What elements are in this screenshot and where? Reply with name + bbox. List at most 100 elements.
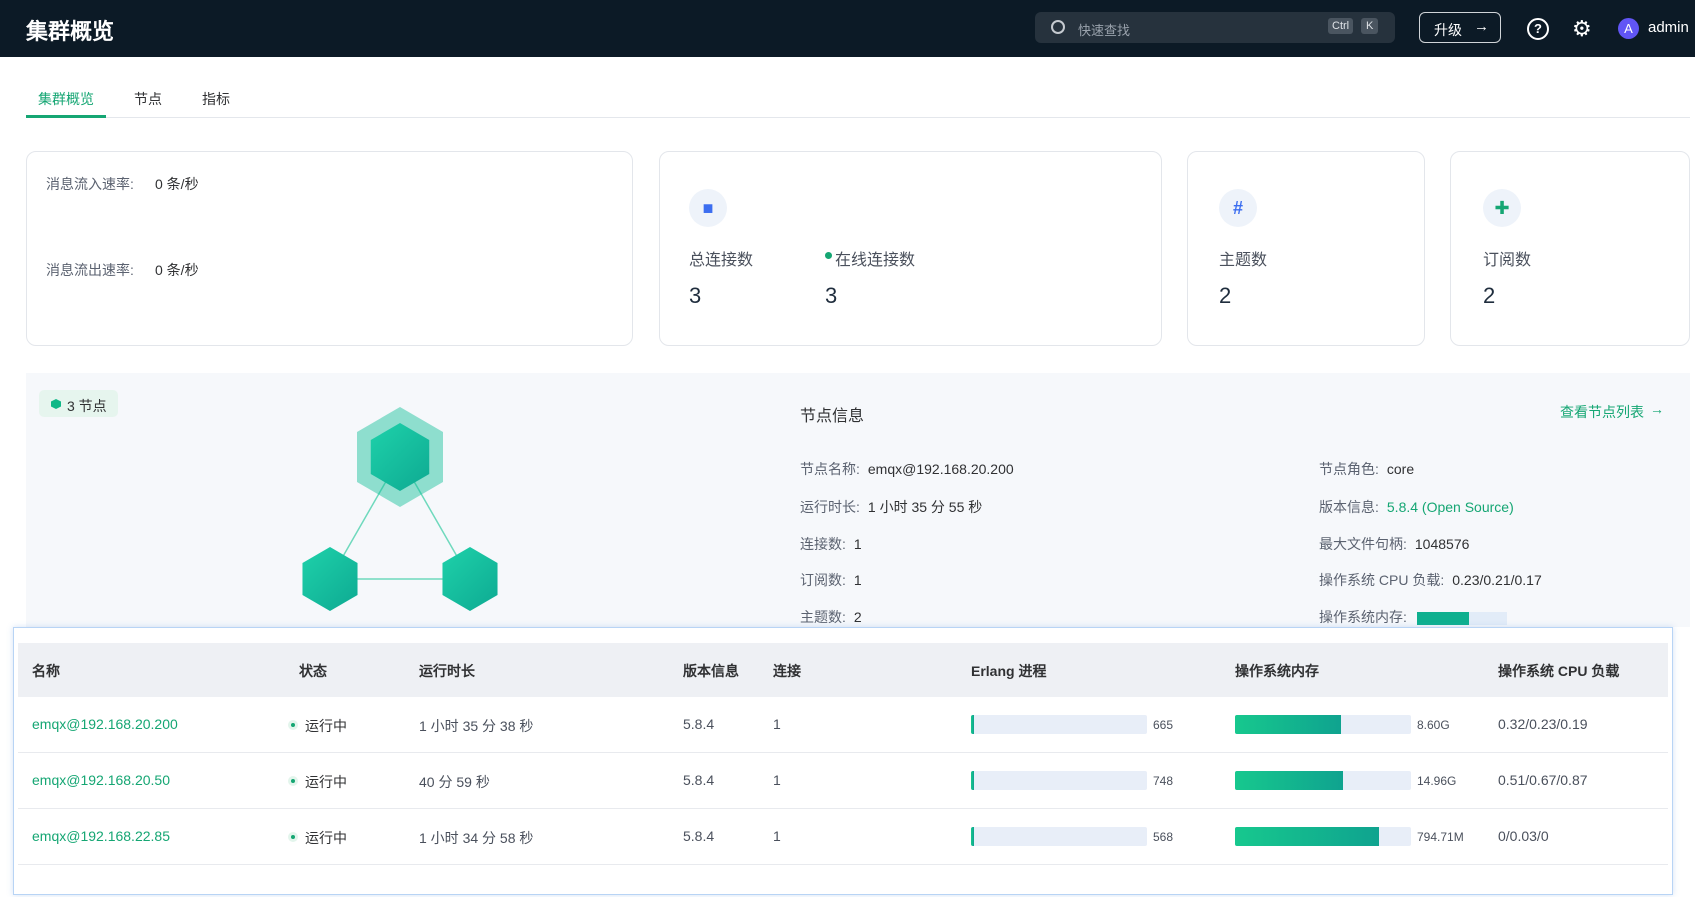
cpu-load: 0.32/0.23/0.19 — [1498, 716, 1588, 732]
info-value: 1 — [853, 572, 862, 588]
memory-bar — [1235, 771, 1411, 790]
key-k: K — [1361, 18, 1379, 34]
tab[interactable]: 节点 — [134, 91, 162, 107]
column-header: 连接 — [773, 663, 801, 679]
memory-fill — [1416, 611, 1470, 625]
erlang-fill — [971, 771, 974, 790]
stat-icon: # — [1219, 189, 1257, 227]
card — [1187, 151, 1425, 346]
hex-right — [442, 547, 498, 611]
online-dot — [825, 252, 832, 259]
user-name: admin — [1648, 19, 1689, 36]
stat-icon: ■ — [689, 189, 727, 227]
column-header: 操作系统 CPU 负载 — [1498, 663, 1620, 679]
info-label: 订阅数: — [800, 572, 846, 588]
info-value: 0.23/0.21/0.17 — [1452, 572, 1542, 588]
column-header: 版本信息 — [683, 663, 739, 679]
info-label: 节点名称: — [800, 461, 860, 477]
info-label: 节点角色: — [1319, 461, 1379, 477]
info-value: 1048576 — [1414, 536, 1470, 552]
column-header: 运行时长 — [419, 663, 475, 679]
stat-label: 订阅数 — [1483, 252, 1532, 269]
erlang-bar — [971, 715, 1147, 734]
cpu-load: 0.51/0.67/0.87 — [1498, 772, 1588, 788]
erlang-bar — [971, 771, 1147, 790]
info-value: core — [1386, 461, 1415, 477]
row-line — [18, 808, 1668, 809]
column-header: 名称 — [32, 663, 60, 679]
info-label: 版本信息: — [1319, 499, 1379, 515]
info-row: 节点名称: emqx@192.168.20.200 — [800, 459, 1014, 479]
upgrade-button[interactable]: 升级 → — [1419, 12, 1501, 43]
info-label: 最大文件句柄: — [1319, 536, 1407, 552]
info-label: 操作系统 CPU 负载: — [1319, 572, 1445, 588]
cell: 1 — [773, 828, 781, 844]
row-line — [18, 864, 1668, 865]
erlang-fill — [971, 827, 974, 846]
badge-text: 3 节点 — [67, 398, 107, 414]
status-dot-core — [291, 723, 295, 727]
node-links — [328, 455, 472, 580]
stat-label: 在线连接数 — [835, 252, 916, 269]
memory-value: 8.60G — [1417, 718, 1450, 732]
erlang-value: 665 — [1153, 718, 1174, 732]
hex-left — [302, 547, 358, 611]
badge-icon — [51, 399, 61, 409]
tab-underline — [26, 115, 106, 118]
erlang-value: 748 — [1153, 774, 1174, 788]
memory-bar — [1235, 715, 1411, 734]
column-header: 状态 — [299, 663, 327, 679]
stat-icon: ✚ — [1483, 189, 1521, 227]
cell: 5.8.4 — [683, 772, 715, 788]
node-name[interactable]: emqx@192.168.22.85 — [32, 828, 170, 844]
tab[interactable]: 集群概览 — [38, 91, 94, 107]
status-text: 运行中 — [305, 718, 347, 734]
info-row: 订阅数: 1 — [800, 570, 862, 590]
memory-fill — [1235, 827, 1380, 846]
info-row: 主题数: 2 — [800, 607, 862, 627]
stat-label: 主题数 — [1219, 252, 1268, 269]
node-info-title: 节点信息 — [800, 408, 865, 425]
cell: 1 — [773, 772, 781, 788]
info-label: 连接数: — [800, 536, 846, 552]
search-placeholder: 快速查找 — [1078, 23, 1131, 38]
info-value: emqx@192.168.20.200 — [867, 461, 1014, 477]
help-icon[interactable]: ? — [1527, 18, 1549, 40]
status-text: 运行中 — [305, 774, 347, 790]
info-row: 运行时长: 1 小时 35 分 55 秒 — [800, 497, 982, 517]
info-label: 运行时长: — [800, 499, 860, 515]
tab[interactable]: 指标 — [202, 91, 230, 107]
status-text: 运行中 — [305, 830, 347, 846]
stat-value: 3 — [825, 283, 838, 308]
cell: 1 小时 35 分 38 秒 — [419, 718, 534, 734]
info-value: 5.8.4 (Open Source) — [1386, 499, 1514, 515]
top-bar — [0, 0, 1695, 57]
cell: 40 分 59 秒 — [419, 774, 490, 790]
search-box[interactable]: 快速查找 Ctrl K — [1035, 12, 1395, 43]
stat-value: 2 — [1219, 283, 1232, 308]
rate-value: 0 条/秒 — [155, 176, 199, 192]
row-line — [18, 752, 1668, 753]
node-list-link[interactable]: 查看节点列表 — [1560, 404, 1644, 420]
link — [328, 455, 472, 580]
memory-value: 794.71M — [1417, 830, 1464, 844]
memory-bar — [1235, 827, 1411, 846]
info-row: 版本信息: 5.8.4 (Open Source) — [1319, 497, 1514, 517]
info-row: 最大文件句柄: 1048576 — [1319, 534, 1469, 554]
table-header — [18, 643, 1668, 697]
rate-label: 消息流入速率: — [46, 176, 134, 192]
card — [26, 151, 633, 346]
info-value: 1 小时 35 分 55 秒 — [867, 499, 983, 515]
column-header: Erlang 进程 — [971, 663, 1047, 679]
settings-icon[interactable]: ⚙ — [1572, 16, 1592, 41]
info-label: 主题数: — [800, 609, 846, 625]
search-icon — [1051, 20, 1065, 34]
node-name[interactable]: emqx@192.168.20.200 — [32, 716, 178, 732]
memory-value: 14.96G — [1417, 774, 1457, 788]
node-name[interactable]: emqx@192.168.20.50 — [32, 772, 170, 788]
tab-line — [26, 117, 1690, 118]
info-row: 节点角色: core — [1319, 459, 1414, 479]
rate-label: 消息流出速率: — [46, 262, 134, 278]
info-label: 操作系统内存: — [1319, 609, 1407, 625]
